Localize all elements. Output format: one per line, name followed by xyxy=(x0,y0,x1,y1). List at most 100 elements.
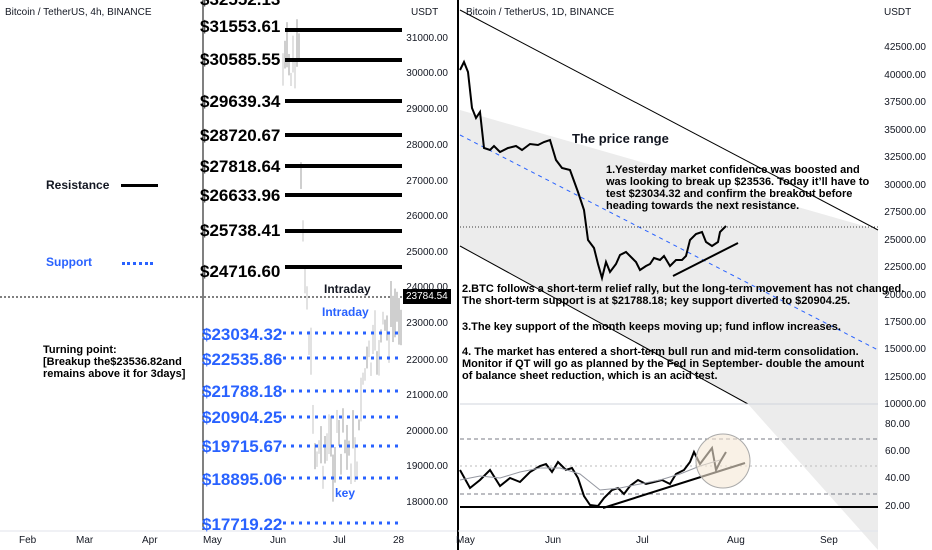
right-price-axis-tick: 32500.00 xyxy=(884,152,926,163)
right-month-tick: Jun xyxy=(545,535,562,546)
intraday-top-label: Intraday xyxy=(324,282,371,296)
resistance-level-label: $27818.64 xyxy=(200,157,281,176)
rsi-line xyxy=(459,445,727,508)
resistance-level-label: $31553.61 xyxy=(200,17,281,36)
right-price-axis-tick: 25000.00 xyxy=(884,235,926,246)
left-price-axis-tick: 28000.00 xyxy=(406,140,448,151)
note-2-line-1: 2.BTC follows a short-term relief rally,… xyxy=(462,283,905,295)
left-price-axis-tick: 27000.00 xyxy=(406,176,448,187)
left-price-axis-tick: 30000.00 xyxy=(406,68,448,79)
right-price-axis-tick: 27500.00 xyxy=(884,207,926,218)
current-price-tag: 23784.54 xyxy=(403,289,451,304)
right-price-axis-tick: 10000.00 xyxy=(884,399,926,410)
price-range-channel xyxy=(460,110,878,550)
channel-mid-line xyxy=(459,134,879,351)
channel-upper-line xyxy=(459,9,879,231)
resistance-level-label: $25738.41 xyxy=(200,221,281,240)
note-4: 4. The market has entered a short-term b… xyxy=(462,346,864,382)
oscillator-axis-tick: 80.00 xyxy=(884,419,910,430)
note-1-line-3: test $23034.32 and confirm the breakout … xyxy=(606,188,853,200)
left-price-axis-tick: 19000.00 xyxy=(406,461,448,472)
right-price-axis-tick: 17500.00 xyxy=(884,317,926,328)
note-2-line-2: The short-term support is at $21788.18; … xyxy=(462,295,851,307)
right-price-axis-tick: 35000.00 xyxy=(884,125,926,136)
left-price-axis-tick: 26000.00 xyxy=(406,211,448,222)
right-price-axis-tick: 12500.00 xyxy=(884,372,926,383)
support-level-label: $17719.22 xyxy=(202,515,283,534)
left-month-tick: Jul xyxy=(333,535,346,546)
short-term-support-line xyxy=(672,242,739,277)
turning-point-line-2: [Breakup the$23536.82and xyxy=(43,356,182,368)
support-level-label: $20904.25 xyxy=(202,408,283,427)
left-price-axis-tick: 22000.00 xyxy=(406,355,448,366)
left-price-axis-tick: 29000.00 xyxy=(406,104,448,115)
right-price-axis-tick: 40000.00 xyxy=(884,70,926,81)
oscillator-axis-tick: 20.00 xyxy=(884,501,910,512)
turning-point-note: Turning point: [Breakup the$23536.82and … xyxy=(43,344,185,380)
left-month-tick: Apr xyxy=(142,535,158,546)
note-4-line-3: of balance sheet reduction, which is an … xyxy=(462,370,718,382)
support-legend-line xyxy=(122,262,153,265)
daily-price-line xyxy=(459,59,727,282)
right-price-axis-tick: 37500.00 xyxy=(884,97,926,108)
left-price-axis-tick: 21000.00 xyxy=(406,390,448,401)
resistance-level-label: $32552.13 xyxy=(200,0,280,10)
left-price-axis-tick: 20000.00 xyxy=(406,426,448,437)
note-4-line-1: 4. The market has entered a short-term b… xyxy=(462,346,859,358)
key-support-label: key xyxy=(335,486,356,500)
note-4-line-2: Monitor if QT will go as planned by the … xyxy=(462,358,865,370)
price-range-label: The price range xyxy=(572,131,669,146)
right-price-axis-tick: 22500.00 xyxy=(884,262,926,273)
left-price-axis-tick: 25000.00 xyxy=(406,247,448,258)
left-price-axis-tick: 18000.00 xyxy=(406,497,448,508)
right-month-tick: Aug xyxy=(727,535,745,546)
right-chart-title: Bitcoin / TetherUS, 1D, BINANCE xyxy=(466,7,615,18)
left-currency-label: USDT xyxy=(411,7,439,18)
oscillator-axis-tick: 40.00 xyxy=(884,473,910,484)
resistance-level-label: $26633.96 xyxy=(200,186,281,205)
right-price-axis-tick: 42500.00 xyxy=(884,42,926,53)
right-month-tick: Jul xyxy=(636,535,649,546)
left-month-tick: Feb xyxy=(19,535,37,546)
note-3-line-1: 3.The key support of the month keeps mov… xyxy=(462,321,841,333)
note-1-line-4: heading towards the next resistance. xyxy=(606,200,800,212)
resistance-legend-label: Resistance xyxy=(46,178,110,192)
support-level-label: $21788.18 xyxy=(202,382,283,401)
support-level-label: $22535.86 xyxy=(202,350,283,369)
left-month-tick: Jun xyxy=(270,535,287,546)
support-level-label: $18895.06 xyxy=(202,470,283,489)
note-1-line-2: was looking to break up $23536. Today it… xyxy=(606,176,870,188)
intraday-blue-label: Intraday xyxy=(322,305,369,319)
note-2: 2.BTC follows a short-term relief rally,… xyxy=(462,283,904,307)
channel-lower-line xyxy=(459,245,749,405)
resistance-level-label: $29639.34 xyxy=(200,92,281,111)
turning-point-line-1: Turning point: xyxy=(43,344,117,356)
right-currency-label: USDT xyxy=(884,7,912,18)
left-month-tick: 28 xyxy=(393,535,405,546)
right-price-axis-tick: 30000.00 xyxy=(884,180,926,191)
resistance-level-label: $24716.60 xyxy=(200,262,281,281)
left-price-axis-tick: 24000.00 xyxy=(406,282,448,293)
resistance-level-label: $28720.67 xyxy=(200,126,281,145)
support-level-label: $23034.32 xyxy=(202,325,283,344)
rsi-highlight-circle xyxy=(695,433,751,489)
left-month-tick: May xyxy=(203,535,222,546)
resistance-lines xyxy=(285,28,402,269)
right-price-axis-tick: 20000.00 xyxy=(884,290,926,301)
left-chart-title: Bitcoin / TetherUS, 4h, BINANCE xyxy=(5,7,152,18)
right-month-tick: Sep xyxy=(820,535,838,546)
resistance-level-label: $30585.55 xyxy=(200,50,281,69)
right-month-tick: May xyxy=(456,535,475,546)
right-price-axis-tick: 15000.00 xyxy=(884,344,926,355)
support-legend-label: Support xyxy=(46,255,92,269)
turning-point-line-3: remains above it for 3days] xyxy=(43,368,186,380)
support-level-label: $19715.67 xyxy=(202,437,283,456)
note-3: 3.The key support of the month keeps mov… xyxy=(462,321,841,333)
oscillator-axis-tick: 60.00 xyxy=(884,446,910,457)
note-1: 1.Yesterday market confidence was booste… xyxy=(606,164,869,212)
left-month-tick: Mar xyxy=(76,535,94,546)
rsi-moving-average xyxy=(459,459,721,491)
left-price-axis-tick: 23000.00 xyxy=(406,318,448,329)
